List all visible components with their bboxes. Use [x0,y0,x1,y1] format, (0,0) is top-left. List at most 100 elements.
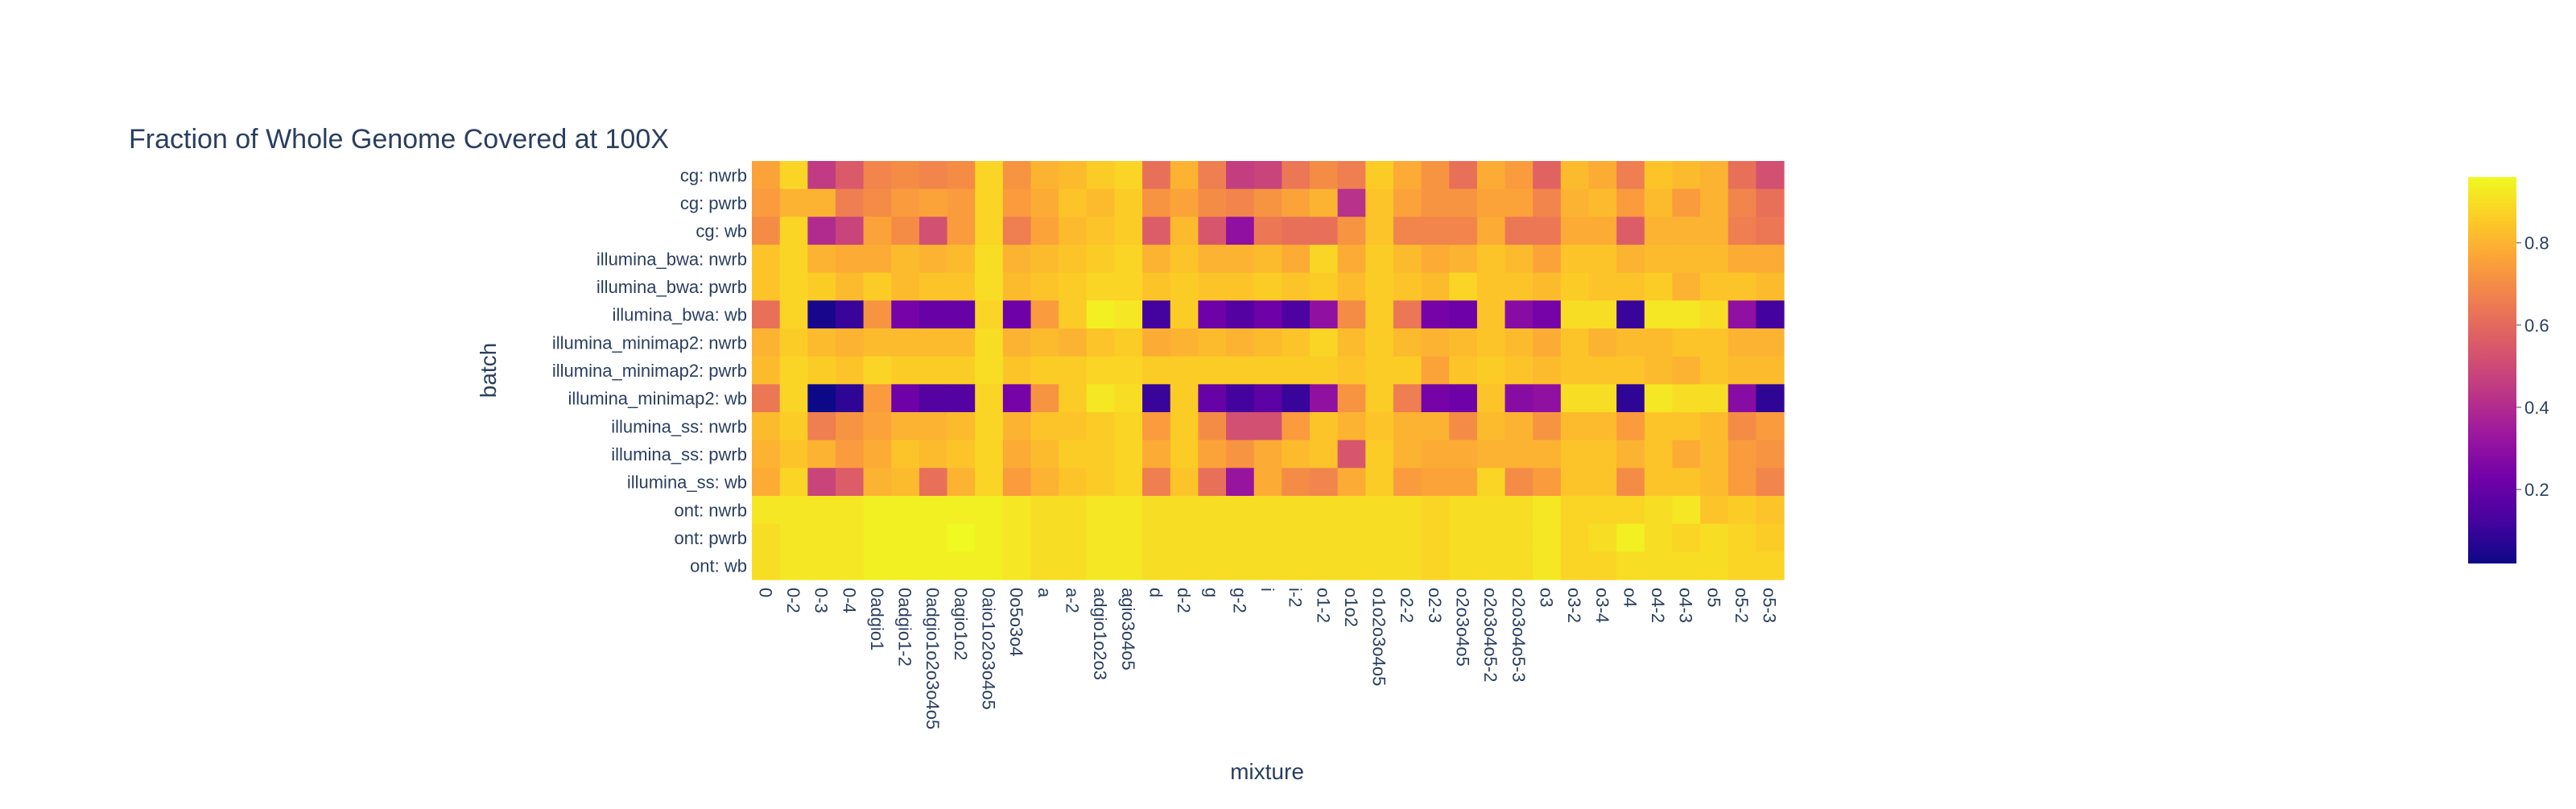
heatmap-cell [1728,161,1757,190]
heatmap-cell [1253,523,1282,552]
heatmap-cell [1226,356,1255,385]
heatmap-cell [1309,523,1339,552]
y-tick-label: ont: pwrb [675,528,748,548]
heatmap-cell [1309,217,1339,246]
heatmap-cell [1505,217,1534,246]
heatmap-cell [947,188,976,217]
heatmap-cell [1560,161,1590,190]
heatmap-cell [1393,272,1422,301]
x-tick-label: i [1257,588,1278,592]
heatmap-cell [1226,412,1255,441]
heatmap-cell [1700,440,1729,468]
heatmap-cell [1114,440,1143,468]
heatmap-cell [975,188,1004,217]
heatmap-cell [1282,440,1311,468]
heatmap-cell [1449,468,1478,497]
y-axis-title: batch [476,343,501,398]
heatmap-cell [1393,300,1422,329]
heatmap-cell [1728,496,1757,525]
chart-title: Fraction of Whole Genome Covered at 100X [129,124,669,155]
heatmap-cell [807,551,836,580]
heatmap-cell [1421,440,1450,468]
heatmap-cell [1282,217,1311,246]
heatmap-cell [1533,551,1562,580]
heatmap-cell [752,161,781,190]
heatmap-cell [1226,272,1255,301]
heatmap-cell [1644,523,1674,552]
heatmap-cell [947,412,976,441]
heatmap-cell [1560,328,1590,357]
heatmap-cell [947,440,976,468]
heatmap-cell [1170,217,1199,246]
heatmap-cell [807,356,836,385]
y-tick-label: ont: nwrb [675,500,748,520]
heatmap-cell [835,188,865,217]
y-tick-label: illumina_ss: nwrb [611,416,747,436]
heatmap-cell [1421,468,1450,497]
heatmap-cell [1309,188,1339,217]
heatmap-cell [891,272,920,301]
heatmap-cell [863,551,892,580]
heatmap-cell [1700,496,1729,525]
heatmap-cell [1393,245,1422,274]
heatmap-cell [863,328,892,357]
y-tick-label: cg: nwrb [680,165,747,185]
heatmap-cell [1142,217,1171,246]
heatmap-cell [1421,161,1450,190]
heatmap-cell [1728,551,1757,580]
heatmap-cell [975,440,1004,468]
heatmap-cell [1114,356,1143,385]
heatmap-cell [1086,217,1116,246]
heatmap-cell [1421,496,1450,525]
heatmap-cell [779,468,808,497]
heatmap-cell [1672,523,1701,552]
heatmap-cell [1086,384,1116,413]
heatmap-cell [1449,245,1478,274]
heatmap-cell [1421,272,1450,301]
heatmap-cell [1309,328,1339,357]
heatmap-cell [1616,161,1645,190]
x-tick-label: a [1034,588,1055,598]
heatmap-cell [1476,188,1506,217]
heatmap-cell [1616,384,1645,413]
heatmap-cell [891,245,920,274]
heatmap-cell [1030,245,1059,274]
heatmap-cell [1449,440,1478,468]
heatmap-cell [1337,300,1366,329]
heatmap-cell [1756,300,1785,329]
heatmap-cell [1700,468,1729,497]
heatmap-cell [1059,161,1088,190]
heatmap-cell [919,161,948,190]
heatmap-cell [1476,300,1506,329]
heatmap-cell [1393,468,1422,497]
heatmap-cell [1756,161,1785,190]
heatmap-cell [1253,245,1282,274]
heatmap-cell [779,412,808,441]
heatmap-cell [1365,523,1394,552]
heatmap-cell [1560,523,1590,552]
heatmap-cell [1533,468,1562,497]
heatmap-cell [1198,217,1227,246]
heatmap-cell [1505,440,1534,468]
heatmap-cell [1476,440,1506,468]
heatmap-cell [1198,356,1227,385]
heatmap-cell [1059,551,1088,580]
heatmap-cell [1226,188,1255,217]
heatmap-cell [891,440,920,468]
heatmap-cell [1644,551,1674,580]
x-tick-label: o2o3o4o5-2 [1480,588,1501,682]
heatmap-cell [1533,161,1562,190]
heatmap-cell [1365,551,1394,580]
heatmap-cell [1756,356,1785,385]
heatmap-cell [1533,328,1562,357]
heatmap-cell [1114,468,1143,497]
heatmap-cell [1030,356,1059,385]
heatmap-cell [1198,468,1227,497]
heatmap-cell [1337,440,1366,468]
heatmap-cell [1421,356,1450,385]
heatmap-cell [1588,217,1617,246]
heatmap-cell [1616,328,1645,357]
heatmap-cell [947,384,976,413]
x-tick-label: agio3o4o5 [1118,588,1138,671]
heatmap-cell [779,161,808,190]
